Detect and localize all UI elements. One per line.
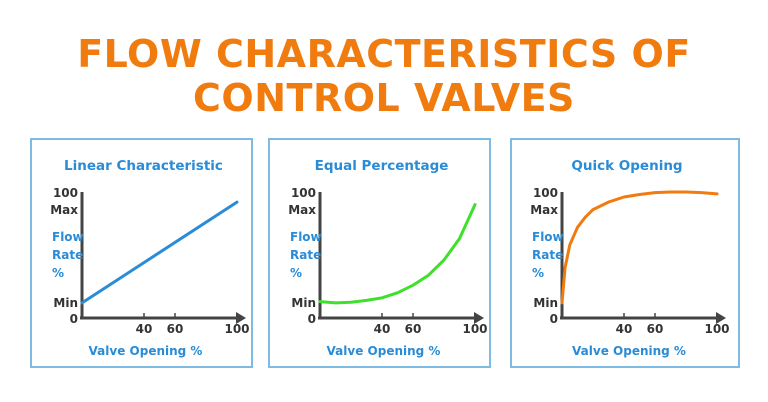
- y-axis-label: %: [532, 266, 544, 280]
- y-axis-label: Flow: [290, 230, 322, 244]
- y-axis-label: Rate: [532, 248, 563, 262]
- x-axis-label: Valve Opening %: [327, 344, 441, 358]
- title-line-1: FLOW CHARACTERISTICS OF: [77, 32, 691, 76]
- x-tick-label: 100: [462, 322, 487, 336]
- chart-quick-opening: Quick Opening 100 Max Min 0 Flow Rate% 40 60 100 V…: [510, 138, 740, 368]
- y-tick-label: Max: [288, 203, 316, 217]
- x-axis-label: Valve Opening %: [572, 344, 686, 358]
- chart-title: Quick Opening: [571, 158, 682, 174]
- chart-title: Linear Characteristic: [64, 158, 223, 174]
- x-axis-arrow-icon: [716, 312, 726, 324]
- y-tick-label: 100: [533, 186, 558, 200]
- y-tick-label: Min: [53, 296, 78, 310]
- series-line: [80, 200, 239, 305]
- x-tick-label: 100: [704, 322, 729, 336]
- x-tick-label: 60: [167, 322, 184, 336]
- chart-svg: Linear Characteristic 100 Max Min 0 Flow Rate%…: [50, 158, 249, 358]
- chart-equal-percentage: Equal Percentage 100 Max Min 0 Flow Rate% 40 60 1…: [268, 138, 491, 368]
- x-axis-label: Valve Opening %: [89, 344, 203, 358]
- y-axis-label: Flow: [532, 230, 564, 244]
- y-tick-label: 100: [291, 186, 316, 200]
- x-tick-label: 60: [647, 322, 664, 336]
- y-axis-label: %: [52, 266, 64, 280]
- x-axis-arrow-icon: [236, 312, 246, 324]
- y-tick-label: Min: [291, 296, 316, 310]
- series-line: [560, 190, 719, 305]
- y-tick-label: 100: [53, 186, 78, 200]
- x-tick-label: 40: [136, 322, 153, 336]
- y-axis-label: Rate: [52, 248, 83, 262]
- chart-svg: Equal Percentage 100 Max Min 0 Flow Rate% 40 60 1…: [288, 158, 487, 358]
- y-axis-label: %: [290, 266, 302, 280]
- title-line-2: CONTROL VALVES: [193, 76, 575, 120]
- chart-svg: Quick Opening 100 Max Min 0 Flow Rate% 40 60 100 V…: [530, 158, 729, 358]
- origin-label: 0: [70, 312, 78, 326]
- x-tick-label: 40: [616, 322, 633, 336]
- y-axis-label: Rate: [290, 248, 321, 262]
- chart-linear: Linear Characteristic 100 Max Min 0 Flow Rate%…: [30, 138, 253, 368]
- y-tick-label: Max: [50, 203, 78, 217]
- chart-title: Equal Percentage: [315, 158, 449, 174]
- y-tick-label: Min: [533, 296, 558, 310]
- x-axis-arrow-icon: [474, 312, 484, 324]
- y-axis-label: Flow: [52, 230, 84, 244]
- x-tick-label: 40: [374, 322, 391, 336]
- origin-label: 0: [550, 312, 558, 326]
- origin-label: 0: [308, 312, 316, 326]
- series-line: [318, 203, 477, 305]
- x-tick-label: 100: [224, 322, 249, 336]
- x-tick-label: 60: [405, 322, 422, 336]
- y-tick-label: Max: [530, 203, 558, 217]
